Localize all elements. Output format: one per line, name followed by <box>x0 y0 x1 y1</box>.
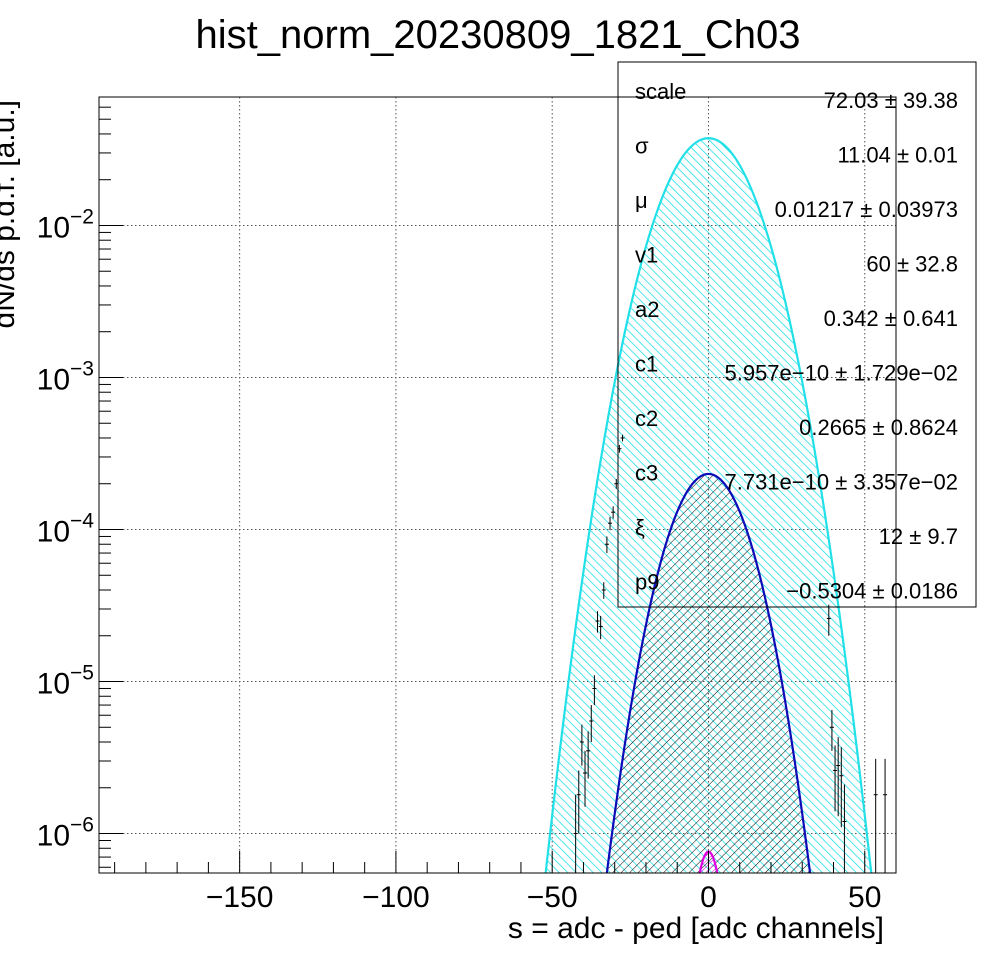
stat-name: a2 <box>635 297 659 322</box>
stat-name: c1 <box>635 352 658 377</box>
y-tick-exponent: −5 <box>70 662 94 685</box>
x-tick-labels: −150 −100 −50 0 50 <box>206 881 882 914</box>
stat-value: 11.04 ± 0.01 <box>837 143 958 168</box>
x-tick-label: −100 <box>362 881 430 914</box>
stat-value: 0.342 ± 0.641 <box>824 306 958 331</box>
fit-curve-total <box>544 137 873 873</box>
x-tick-label: −50 <box>527 881 578 914</box>
data-points <box>573 434 888 873</box>
stat-name: p9 <box>635 570 659 595</box>
x-tick-label: 50 <box>848 881 881 914</box>
stats-box: scale 72.03 ± 39.38 σ 11.04 ± 0.01 μ 0.01217 … <box>617 61 977 608</box>
curves <box>544 137 873 873</box>
y-tick-base: 10 <box>37 211 70 244</box>
y-tick-base: 10 <box>37 363 70 396</box>
x-axis-title: s = adc - ped [adc channels] <box>508 912 884 945</box>
stat-name: c2 <box>635 406 658 431</box>
y-tick-label: 10−6 <box>37 814 94 853</box>
y-tick-exponent: −2 <box>70 205 94 228</box>
stat-value: 12 ± 9.7 <box>879 524 958 549</box>
stat-name: v1 <box>635 243 658 268</box>
stat-value: 7.731e−10 ± 3.357e−02 <box>724 470 958 495</box>
stat-value: −0.5304 ± 0.0186 <box>786 579 958 604</box>
stat-value: 0.2665 ± 0.8624 <box>799 415 958 440</box>
y-tick-label: 10−3 <box>37 357 94 396</box>
y-tick-base: 10 <box>37 668 70 701</box>
y-tick-exponent: −6 <box>70 814 94 837</box>
y-tick-labels: 10−210−310−410−510−6 <box>37 205 95 852</box>
stat-name: c3 <box>635 461 658 486</box>
y-tick-label: 10−4 <box>37 509 95 548</box>
chart-title: hist_norm_20230809_1821_Ch03 <box>196 13 801 57</box>
stat-name: μ <box>635 188 648 213</box>
x-tick-label: −150 <box>206 881 274 914</box>
y-tick-base: 10 <box>37 515 70 548</box>
fit-curve-component-blue-fill <box>606 473 811 873</box>
x-tick-label: 0 <box>700 881 717 914</box>
y-axis-title: dN/ds p.d.f. [a.u.] <box>0 100 21 328</box>
stat-name: σ <box>635 134 649 159</box>
stat-name: ξ <box>635 515 645 540</box>
stat-value: 0.01217 ± 0.03973 <box>775 197 958 222</box>
stat-value: 60 ± 32.8 <box>866 252 958 277</box>
stat-value: 5.957e−10 ± 1.729e−02 <box>724 361 958 386</box>
tick-marks <box>99 96 897 873</box>
y-tick-exponent: −3 <box>70 357 94 380</box>
y-tick-label: 10−2 <box>37 205 94 244</box>
stat-value: 72.03 ± 39.38 <box>824 88 958 113</box>
plot-frame <box>98 96 897 874</box>
y-tick-exponent: −4 <box>70 509 94 532</box>
y-tick-base: 10 <box>37 820 70 853</box>
stat-name: scale <box>635 79 686 104</box>
y-tick-label: 10−5 <box>37 662 94 701</box>
stats-box-frame <box>617 61 977 608</box>
fit-curve-component-blue <box>605 472 812 873</box>
